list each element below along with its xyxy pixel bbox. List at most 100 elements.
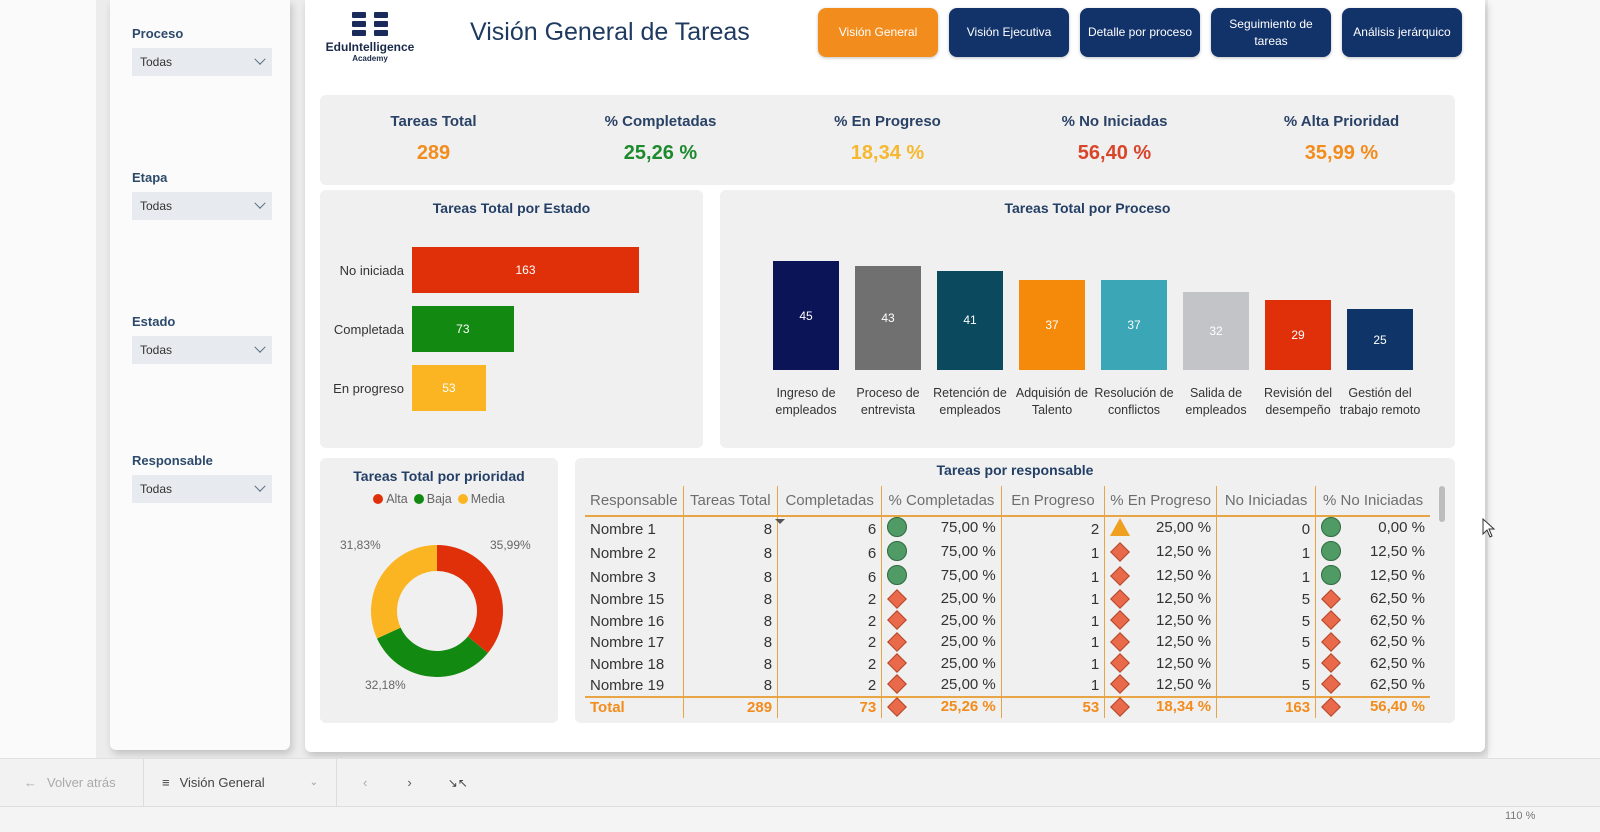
- page-selector[interactable]: ≡ Visión General ⌄: [144, 759, 336, 807]
- exit-fullscreen-button[interactable]: ↘↖: [430, 759, 486, 807]
- circle-indicator-icon: [887, 565, 908, 585]
- bar[interactable]: 73: [412, 306, 514, 352]
- table-cell: 5: [1216, 610, 1317, 632]
- circle-indicator-icon: [887, 541, 908, 561]
- column-group: 41 Retención de empleados: [933, 190, 1007, 448]
- status-bar: 110 %: [0, 806, 1600, 832]
- category-label: Ingreso de empleados: [775, 386, 837, 417]
- table-cell: 8: [683, 632, 779, 654]
- column-header[interactable]: % En Progreso: [1104, 486, 1218, 517]
- table-cell: 2: [777, 653, 883, 675]
- column-header[interactable]: % Completadas: [881, 486, 1002, 517]
- kpi-alta-prioridad: % Alta Prioridad 35,99 %: [1228, 95, 1455, 185]
- table-cell: 25,00 %: [881, 674, 1002, 697]
- table-title: Tareas por responsable: [936, 462, 1094, 478]
- back-button[interactable]: ← Volver atrás: [0, 759, 143, 807]
- diamond-indicator-icon: [1321, 588, 1342, 609]
- circle-indicator-icon: [1321, 517, 1342, 537]
- diamond-indicator-icon: [887, 588, 908, 609]
- table-cell: Nombre 16: [585, 610, 684, 632]
- table-cell: 6: [777, 541, 883, 565]
- column-bar[interactable]: 25: [1347, 309, 1413, 370]
- column-bar[interactable]: 45: [773, 261, 839, 370]
- column-header[interactable]: En Progreso: [1001, 486, 1106, 517]
- column-bar[interactable]: 37: [1019, 280, 1085, 370]
- responsable-dropdown[interactable]: Todas: [132, 475, 272, 503]
- filter-etapa: Etapa Todas: [132, 170, 272, 220]
- column-header[interactable]: % No Iniciadas: [1315, 486, 1430, 517]
- table-row[interactable]: Nombre 2 8 6 75,00 % 1 12,50 % 1 12,50 %: [585, 541, 1430, 565]
- column-header[interactable]: Responsable: [585, 486, 684, 517]
- table-cell: 62,50 %: [1316, 588, 1430, 611]
- legend-item[interactable]: Media: [457, 492, 505, 506]
- table-row[interactable]: Nombre 1 8 6 75,00 % 2 25,00 % 0 0,00 %: [585, 516, 1430, 541]
- donut-slice-baja[interactable]: [376, 627, 488, 677]
- chevron-left-icon: ‹: [363, 775, 368, 790]
- table-cell: 8: [683, 516, 779, 541]
- column-header[interactable]: Tareas Total: [683, 486, 779, 517]
- bar[interactable]: 53: [412, 365, 486, 411]
- donut-slice-alta[interactable]: [437, 545, 503, 654]
- table-scrollbar[interactable]: [1439, 486, 1445, 522]
- menu-icon: ≡: [162, 775, 170, 790]
- diamond-indicator-icon: [1321, 653, 1342, 673]
- nav-vision-general-button[interactable]: Visión General: [818, 8, 938, 57]
- diamond-indicator-icon: [1110, 653, 1131, 673]
- table-cell: 0,00 %: [1316, 516, 1430, 541]
- responsable-table: Responsable Tareas Total Completadas% Comp…: [585, 486, 1430, 718]
- table-cell: 8: [683, 675, 779, 697]
- proceso-dropdown[interactable]: Todas: [132, 48, 272, 76]
- etapa-dropdown[interactable]: Todas: [132, 192, 272, 220]
- triangle-indicator-icon: [1110, 518, 1131, 536]
- legend-item[interactable]: Baja: [413, 492, 452, 506]
- table-cell: Nombre 19: [585, 675, 684, 697]
- next-page-button[interactable]: ›: [385, 759, 429, 807]
- circle-indicator-icon: [1321, 541, 1342, 561]
- table-row[interactable]: Nombre 19 8 2 25,00 % 1 12,50 % 5 62,50 %: [585, 674, 1430, 697]
- category-label: Proceso de entrevista: [856, 386, 920, 417]
- table-cell: 25,00 %: [881, 631, 1002, 654]
- kpi-card: Tareas Total 289 % Completadas 25,26 % %…: [320, 95, 1455, 185]
- table-row[interactable]: Nombre 15 8 2 25,00 % 1 12,50 % 5 62,50 %: [585, 588, 1430, 611]
- estado-dropdown[interactable]: Todas: [132, 336, 272, 364]
- previous-page-button[interactable]: ‹: [337, 759, 385, 807]
- table-cell: 2: [777, 675, 883, 697]
- column-header[interactable]: No Iniciadas: [1216, 486, 1317, 517]
- bar[interactable]: 163: [412, 247, 639, 293]
- column-header[interactable]: Completadas: [774, 486, 883, 524]
- column-bar[interactable]: 29: [1265, 299, 1331, 370]
- page-selector-label: Visión General: [179, 775, 265, 790]
- column-group: 29 Revisión del desempeño: [1264, 190, 1332, 448]
- bar-row: No iniciada 163: [320, 247, 639, 293]
- legend-dot-icon: [373, 494, 384, 504]
- diamond-indicator-icon: [1110, 588, 1131, 609]
- column-bar[interactable]: 43: [855, 265, 921, 370]
- column-group: 32 Salida de empleados: [1183, 190, 1249, 448]
- table-row[interactable]: Nombre 18 8 2 25,00 % 1 12,50 % 5 62,50 %: [585, 653, 1430, 675]
- column-bar[interactable]: 32: [1183, 292, 1249, 370]
- table-total-row[interactable]: Total 289 73 25,26 % 53 18,34 % 163 56,40 %: [585, 695, 1430, 718]
- legend-item[interactable]: Alta: [373, 492, 408, 506]
- logo-name: EduIntelligence: [325, 40, 415, 54]
- column-bar[interactable]: 41: [937, 270, 1003, 370]
- table-cell: 2: [777, 589, 883, 611]
- table-cell: 12,50 %: [1104, 674, 1218, 697]
- left-margin: [0, 0, 96, 772]
- proceso-column-chart: Tareas Total por Proceso 45 Ingreso de em…: [720, 190, 1455, 448]
- nav-vision-ejecutiva-button[interactable]: Visión Ejecutiva: [949, 8, 1069, 57]
- column-bar[interactable]: 37: [1101, 280, 1167, 370]
- report-bottom-bar: ← Volver atrás ≡ Visión General ⌄ ‹ › ↘↖: [0, 758, 1600, 807]
- nav-analisis-jerarquico-button[interactable]: Análisis jerárquico: [1342, 8, 1462, 57]
- table-cell: 1: [1001, 565, 1106, 589]
- nav-detalle-proceso-button[interactable]: Detalle por proceso: [1080, 8, 1200, 57]
- donut-slice-media[interactable]: [371, 545, 437, 639]
- table-cell: 12,50 %: [1316, 565, 1430, 589]
- nav-seguimiento-tareas-button[interactable]: Seguimiento de tareas: [1211, 8, 1331, 57]
- legend-label: Media: [470, 492, 505, 506]
- table-row[interactable]: Nombre 16 8 2 25,00 % 1 12,50 % 5 62,50 %: [585, 610, 1430, 632]
- table-row[interactable]: Nombre 3 8 6 75,00 % 1 12,50 % 1 12,50 %: [585, 565, 1430, 589]
- table-cell: 53: [1001, 695, 1106, 718]
- table-cell: 1: [1001, 653, 1106, 675]
- table-row[interactable]: Nombre 17 8 2 25,00 % 1 12,50 % 5 62,50 %: [585, 631, 1430, 654]
- report-page: EduIntelligence Academy Visión General d…: [305, 0, 1485, 752]
